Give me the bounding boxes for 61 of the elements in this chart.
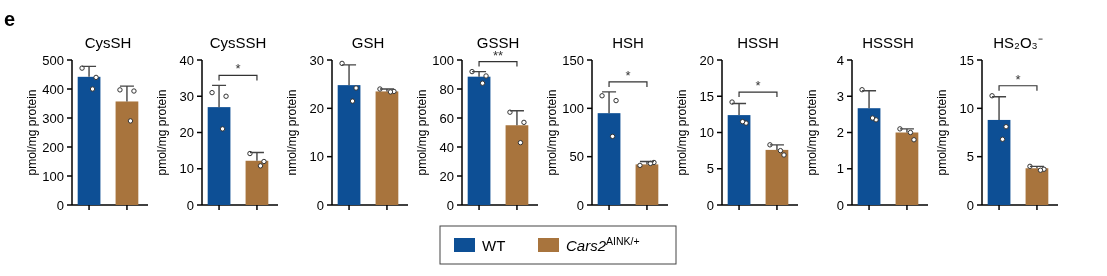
y-tick-label: 200 bbox=[42, 139, 64, 155]
y-axis-title: pmol/mg protein bbox=[675, 89, 689, 176]
y-tick-label: 30 bbox=[309, 52, 324, 68]
y-tick-label: 15 bbox=[699, 88, 714, 104]
y-tick-label: 15 bbox=[959, 52, 974, 68]
chart-title: CysSH bbox=[84, 34, 132, 51]
legend-label: WT bbox=[482, 237, 506, 254]
y-tick-label: 0 bbox=[446, 197, 454, 213]
annotation: * bbox=[755, 78, 761, 94]
y-tick-label: 60 bbox=[439, 110, 454, 126]
y-axis-title: nmol/mg protein bbox=[285, 89, 299, 176]
y-tick-label: 40 bbox=[179, 52, 194, 68]
y-tick-label: 1 bbox=[836, 161, 844, 177]
y-tick-label: 2 bbox=[836, 125, 844, 141]
y-tick-label: 10 bbox=[179, 161, 194, 177]
y-tick-label: 0 bbox=[836, 197, 844, 213]
y-tick-label: 10 bbox=[699, 125, 714, 141]
y-axis-title: pmol/mg protein bbox=[415, 89, 429, 176]
chart-title: CysSSH bbox=[209, 34, 267, 51]
y-tick-label: 20 bbox=[439, 168, 454, 184]
y-tick-label: 100 bbox=[42, 168, 64, 184]
y-tick-label: 3 bbox=[836, 88, 844, 104]
y-tick-label: 0 bbox=[56, 197, 64, 213]
y-tick-label: 0 bbox=[576, 197, 584, 213]
y-axis-title: pmol/mg protein bbox=[155, 89, 169, 176]
y-tick-label: 0 bbox=[186, 197, 194, 213]
chart-title: GSH bbox=[351, 34, 385, 51]
y-tick-label: 50 bbox=[569, 149, 584, 165]
y-tick-label: 10 bbox=[309, 149, 324, 165]
chart-title: HSSH bbox=[737, 34, 779, 51]
y-tick-label: 30 bbox=[179, 88, 194, 104]
y-tick-label: 10 bbox=[959, 100, 974, 116]
y-tick-label: 5 bbox=[706, 161, 714, 177]
annotation: * bbox=[1015, 71, 1021, 87]
y-tick-label: 100 bbox=[432, 52, 454, 68]
y-tick-label: 20 bbox=[699, 52, 714, 68]
text: e bbox=[4, 8, 16, 30]
y-tick-label: 0 bbox=[706, 197, 714, 213]
y-tick-label: 100 bbox=[562, 100, 584, 116]
legend-label: Cars2$^{AINK/+}$ bbox=[566, 235, 640, 254]
y-tick-label: 150 bbox=[562, 52, 584, 68]
chart-title: HSH bbox=[612, 34, 644, 51]
y-tick-label: 80 bbox=[439, 81, 454, 97]
y-axis-title: pmol/mg protein bbox=[805, 89, 819, 176]
y-tick-label: 300 bbox=[42, 110, 64, 126]
y-tick-label: 0 bbox=[966, 197, 974, 213]
y-tick-label: 20 bbox=[309, 100, 324, 116]
chart-title: HSSSH bbox=[862, 34, 914, 51]
y-tick-label: 0 bbox=[316, 197, 324, 213]
y-axis-title: pmol/mg protein bbox=[935, 89, 949, 176]
annotation: * bbox=[235, 61, 241, 77]
y-tick-label: 4 bbox=[836, 52, 844, 68]
y-tick-label: 500 bbox=[42, 52, 64, 68]
y-axis-title: pmol/mg protein bbox=[25, 89, 39, 176]
y-tick-label: 40 bbox=[439, 139, 454, 155]
y-tick-label: 400 bbox=[42, 81, 64, 97]
annotation: * bbox=[625, 67, 631, 83]
y-axis-title: pmol/mg protein bbox=[545, 89, 559, 176]
y-tick-label: 20 bbox=[179, 125, 194, 141]
y-tick-label: 5 bbox=[966, 149, 974, 165]
chart-title: HS₂O₃⁻ bbox=[993, 34, 1043, 51]
